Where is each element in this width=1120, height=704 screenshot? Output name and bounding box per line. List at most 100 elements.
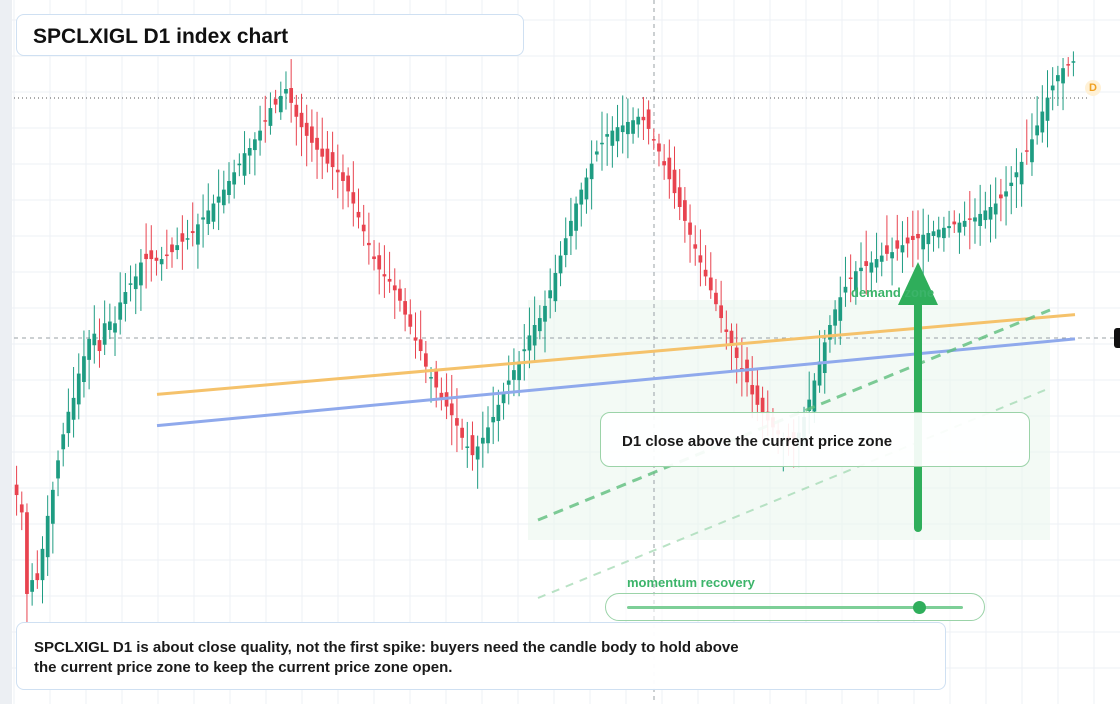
channel-lower-dashed xyxy=(537,387,1051,599)
candle-body xyxy=(885,245,889,254)
candle-body xyxy=(978,213,983,227)
candle-body xyxy=(822,342,827,374)
candle-body xyxy=(983,210,988,221)
candle-body xyxy=(734,347,739,358)
candle-body xyxy=(589,163,594,180)
candle-body xyxy=(848,277,853,280)
candle-body xyxy=(330,152,335,168)
candle-body xyxy=(569,220,573,237)
candle-body xyxy=(1066,64,1071,66)
candle-body xyxy=(237,163,242,166)
candle-body xyxy=(838,297,843,321)
candle-body xyxy=(76,373,81,405)
candle-body xyxy=(1056,75,1060,82)
candle-body xyxy=(962,220,967,227)
dividend-badge[interactable]: D xyxy=(1085,80,1101,96)
candle-body xyxy=(123,292,128,304)
candle-body xyxy=(874,259,879,268)
candle-body xyxy=(1040,111,1045,133)
candle-body xyxy=(154,257,159,261)
candle-body xyxy=(392,285,397,291)
candle-body xyxy=(683,200,687,221)
candle-body xyxy=(532,325,537,346)
demand-zone-label: demand zone xyxy=(851,285,935,300)
candle-body xyxy=(626,121,630,135)
candle-body xyxy=(346,175,351,192)
candle-body xyxy=(413,337,418,341)
candle-body xyxy=(921,234,926,250)
candle-body xyxy=(242,153,247,176)
candle-body xyxy=(102,323,107,345)
momentum-slider xyxy=(605,593,985,621)
price-scale-marker xyxy=(1114,328,1120,348)
candle-body xyxy=(387,278,392,282)
candle-body xyxy=(221,189,226,206)
candle-body xyxy=(512,370,516,380)
candle-body xyxy=(206,210,211,224)
candle-body xyxy=(812,380,817,412)
candle-body xyxy=(97,340,102,352)
candle-body xyxy=(553,272,558,302)
candle-body xyxy=(879,255,884,262)
candle-body xyxy=(916,233,920,239)
candle-body xyxy=(201,217,205,220)
title-panel: SPCLXIGL D1 index chart xyxy=(16,14,524,56)
candle-body xyxy=(227,180,231,196)
candle-body xyxy=(646,109,651,129)
candle-body xyxy=(620,125,625,133)
candle-body xyxy=(356,211,361,218)
candle-body xyxy=(175,245,180,251)
candle-body xyxy=(351,192,356,204)
candle-body xyxy=(19,504,24,513)
candle-body xyxy=(170,244,174,253)
candle-body xyxy=(703,269,708,277)
candle-body xyxy=(869,262,874,273)
candle-body xyxy=(543,305,547,322)
candle-body xyxy=(807,399,812,411)
candle-body xyxy=(574,203,578,231)
candle-body xyxy=(817,361,822,386)
candle-body xyxy=(999,194,1003,199)
candle-body xyxy=(491,416,496,423)
candle-body xyxy=(465,446,470,448)
candle-body xyxy=(900,245,905,253)
candle-body xyxy=(677,187,682,207)
candle-body xyxy=(1024,150,1029,152)
candle-body xyxy=(657,143,661,152)
candle-body xyxy=(1045,97,1050,121)
candle-body xyxy=(714,292,718,305)
candle-body xyxy=(25,512,29,594)
candle-body xyxy=(486,427,490,444)
candle-body xyxy=(190,231,195,234)
candle-body xyxy=(66,411,71,434)
candle-body xyxy=(107,321,112,330)
candle-body xyxy=(71,397,76,420)
candle-body xyxy=(180,233,185,242)
momentum-track-line xyxy=(627,606,963,609)
candle-body xyxy=(263,120,268,122)
candle-body xyxy=(82,356,86,383)
chart-title: SPCLXIGL D1 index chart xyxy=(33,25,289,48)
candle-body xyxy=(615,127,620,142)
candle-body xyxy=(506,380,511,385)
momentum-knob xyxy=(913,601,927,614)
candle-body xyxy=(429,377,433,379)
candle-body xyxy=(61,434,66,450)
candle-body xyxy=(185,238,190,240)
candle-body xyxy=(423,353,428,367)
candle-body xyxy=(128,283,133,285)
candle-body xyxy=(475,446,480,460)
candle-body xyxy=(926,233,931,245)
candle-body xyxy=(610,130,615,146)
candle-body xyxy=(139,262,143,286)
candle-body xyxy=(517,361,521,381)
candle-body xyxy=(470,435,475,456)
candle-body xyxy=(149,250,154,260)
candle-body xyxy=(418,339,423,352)
candle-body xyxy=(361,224,366,232)
candle-body xyxy=(662,161,667,166)
candle-body xyxy=(667,157,672,180)
candle-body xyxy=(895,240,900,249)
candle-body xyxy=(584,177,589,200)
candle-body xyxy=(755,385,760,405)
